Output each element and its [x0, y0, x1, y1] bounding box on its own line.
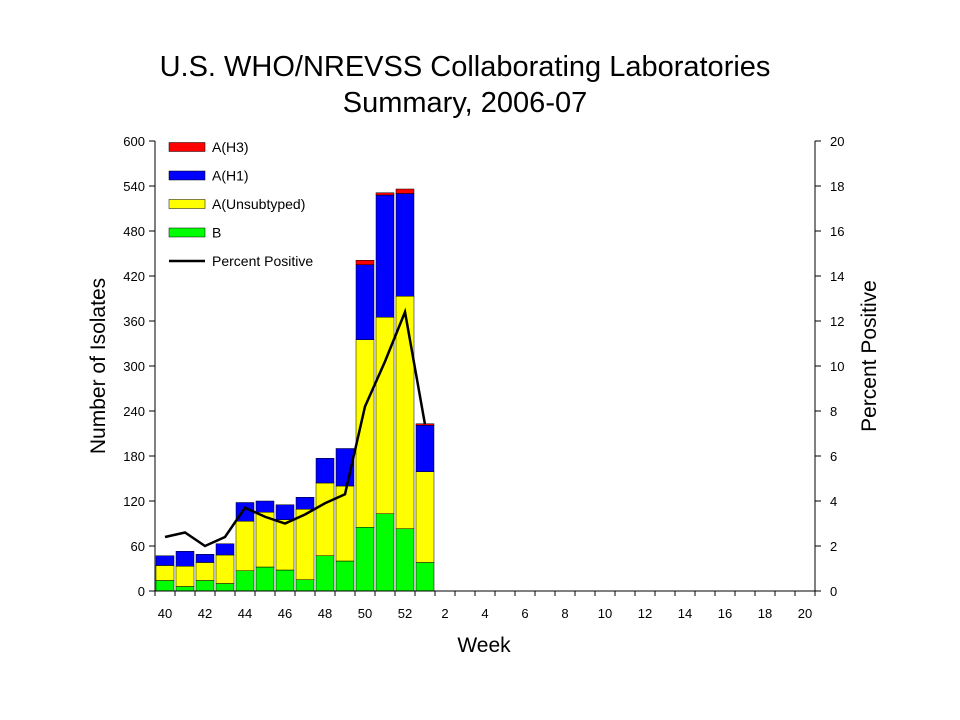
x-axis-title: Week [457, 634, 511, 657]
x-tick-label-48: 48 [318, 606, 332, 621]
bar-segment-a-unsubtyped--week-44 [235, 521, 255, 571]
x-tick-label-10: 10 [598, 606, 612, 621]
y-tick-label-600: 600 [123, 134, 145, 149]
bar-segment-a-unsubtyped--week-1 [415, 471, 435, 563]
legend: A(H3) A(H1) A(Unsubtyped) B Percent Positive [168, 139, 313, 269]
bar-segment-a-unsubtyped--week-48 [315, 482, 335, 556]
x-tick-label-52: 52 [398, 606, 412, 621]
bar-segment-b-week-47 [295, 579, 315, 592]
bar-segment-a-unsubtyped--week-47 [295, 509, 315, 580]
bar-segment-b-week-45 [255, 566, 275, 592]
chart-subtitle: Summary, 2006-07 [343, 87, 587, 119]
bar-segment-a-h1--week-47 [295, 497, 315, 510]
percent-positive-line [164, 307, 427, 548]
bar-segment-b-week-49 [335, 560, 355, 592]
x-tick-label-18: 18 [758, 606, 772, 621]
bar-segment-a-h1--week-42 [195, 554, 215, 563]
x-tick-label-44: 44 [238, 606, 252, 621]
bar-segment-b-week-1 [415, 562, 435, 592]
bar-segment-a-h1--week-51 [375, 194, 395, 318]
y-tick-label-540: 540 [123, 179, 145, 194]
bar-segment-a-unsubtyped--week-46 [275, 519, 295, 571]
bar-segment-a-unsubtyped--week-41 [175, 566, 195, 587]
x-tick-label-4: 4 [481, 606, 488, 621]
bar-segment-b-week-43 [215, 583, 235, 592]
chart-title: U.S. WHO/NREVSS Collaborating Laboratori… [160, 51, 771, 83]
bar-segment-b-week-44 [235, 570, 255, 592]
legend-label-a-unsubtyped-: A(Unsubtyped) [212, 196, 305, 212]
y2-tick-label-12: 12 [830, 314, 844, 329]
x-tick-label-6: 6 [521, 606, 528, 621]
y2-tick-label-16: 16 [830, 224, 844, 239]
line-layer [164, 307, 427, 548]
legend-label-a-h1-: A(H1) [212, 168, 249, 184]
bar-segment-b-week-46 [275, 569, 295, 592]
x-tick-label-8: 8 [561, 606, 568, 621]
legend-swatch-a-h1- [168, 170, 206, 181]
x-tick-label-40: 40 [158, 606, 172, 621]
x-tick-label-42: 42 [198, 606, 212, 621]
legend-label-b: B [212, 225, 221, 241]
bar-segment-a-unsubtyped--week-45 [255, 512, 275, 568]
bar-segment-a-h1--week-45 [255, 500, 275, 513]
bar-segment-b-week-41 [175, 586, 195, 592]
bar-segment-a-unsubtyped--week-42 [195, 562, 215, 581]
bar-segment-a-unsubtyped--week-52 [395, 296, 415, 529]
bar-segment-a-h3--week-52 [395, 188, 415, 194]
y2-tick-label-14: 14 [830, 269, 844, 284]
bar-segment-a-h1--week-52 [395, 193, 415, 297]
bar-segment-a-h3--week-50 [355, 260, 375, 265]
bar-segment-b-week-51 [375, 513, 395, 592]
y-tick-label-240: 240 [123, 404, 145, 419]
y-tick-label-360: 360 [123, 314, 145, 329]
axes-layer: 0601201802403003604204805406000246810121… [123, 134, 844, 621]
y2-tick-label-2: 2 [830, 539, 837, 554]
y-tick-label-420: 420 [123, 269, 145, 284]
bar-segment-b-week-40 [155, 580, 175, 592]
bar-segment-b-week-42 [195, 580, 215, 592]
bar-segment-a-h1--week-48 [315, 458, 335, 484]
y-axis-title: Number of Isolates [87, 278, 110, 454]
y-tick-label-120: 120 [123, 494, 145, 509]
y2-tick-label-4: 4 [830, 494, 837, 509]
y2-tick-label-0: 0 [830, 584, 837, 599]
y2-axis-title: Percent Positive [858, 280, 881, 432]
bar-segment-b-week-48 [315, 555, 335, 592]
y2-tick-label-10: 10 [830, 359, 844, 374]
legend-swatch-b [168, 227, 206, 238]
y2-tick-label-18: 18 [830, 179, 844, 194]
bar-segment-a-unsubtyped--week-40 [155, 565, 175, 581]
bar-segment-a-h1--week-1 [415, 425, 435, 472]
x-tick-label-16: 16 [718, 606, 732, 621]
bar-segment-a-h1--week-43 [215, 543, 235, 556]
y-tick-label-180: 180 [123, 449, 145, 464]
x-tick-label-2: 2 [441, 606, 448, 621]
y-tick-label-60: 60 [131, 539, 145, 554]
x-tick-label-50: 50 [358, 606, 372, 621]
bar-segment-b-week-52 [395, 528, 415, 592]
y2-tick-label-20: 20 [830, 134, 844, 149]
legend-label-a-h3-: A(H3) [212, 139, 249, 155]
bar-segment-a-h1--week-41 [175, 551, 195, 567]
y-tick-label-300: 300 [123, 359, 145, 374]
legend-label-percent-positive: Percent Positive [212, 253, 313, 269]
bars-layer [155, 188, 435, 592]
legend-swatch-a-unsubtyped- [168, 199, 206, 209]
bar-segment-a-h1--week-40 [155, 555, 175, 566]
bar-segment-a-h3--week-51 [375, 192, 395, 196]
bar-segment-a-unsubtyped--week-43 [215, 554, 235, 584]
bar-segment-a-h1--week-50 [355, 264, 375, 340]
x-tick-label-46: 46 [278, 606, 292, 621]
y2-tick-label-8: 8 [830, 404, 837, 419]
y-tick-label-480: 480 [123, 224, 145, 239]
y-tick-label-0: 0 [138, 584, 145, 599]
x-tick-label-14: 14 [678, 606, 692, 621]
bar-segment-b-week-50 [355, 527, 375, 592]
y2-tick-label-6: 6 [830, 449, 837, 464]
x-tick-label-12: 12 [638, 606, 652, 621]
legend-swatch-a-h3- [168, 142, 206, 152]
x-tick-label-20: 20 [798, 606, 812, 621]
bar-segment-a-h1--week-46 [275, 504, 295, 520]
